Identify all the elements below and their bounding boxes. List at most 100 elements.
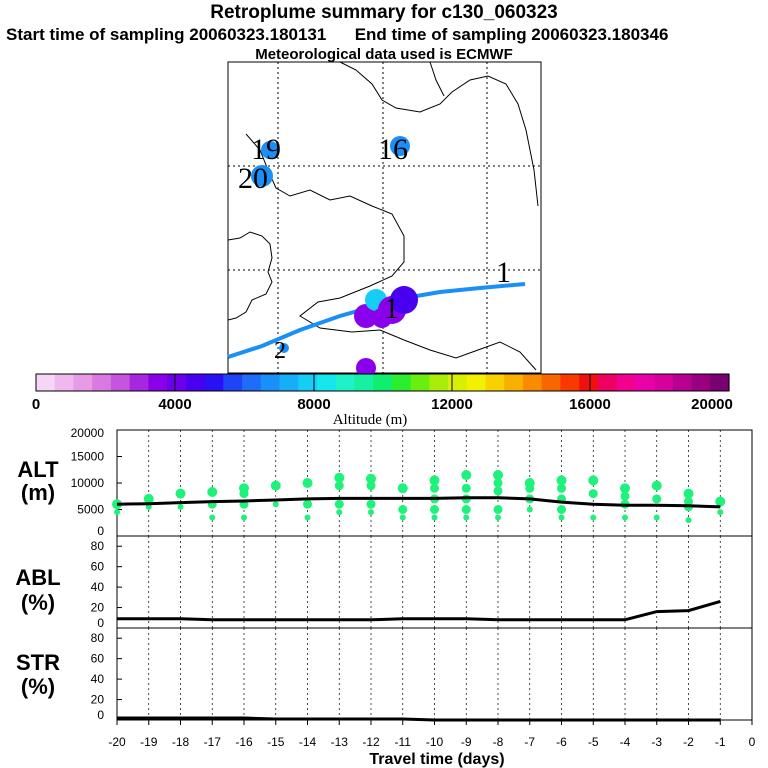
alt-scatter-point — [493, 486, 503, 496]
x-tick-label: -5 — [588, 735, 599, 749]
x-tick-label: -4 — [620, 735, 631, 749]
colorbar-swatch — [110, 374, 131, 391]
x-tick-label: -17 — [204, 735, 222, 749]
alt-scatter-point — [366, 499, 376, 509]
colorbar-swatch — [167, 374, 187, 391]
y-tick-label: 0 — [97, 524, 104, 538]
alt-scatter-point — [526, 506, 533, 513]
alt-scatter-point — [304, 514, 311, 521]
alt-scatter-point — [495, 514, 501, 521]
colorbar-swatch — [691, 374, 711, 391]
start-time-text: Start time of sampling 20060323.180131 — [6, 25, 327, 44]
alt-scatter-point — [143, 493, 154, 504]
y-tick-label: 20000 — [71, 426, 105, 440]
colorbar-swatch — [616, 374, 636, 391]
alt-scatter-point — [683, 488, 694, 499]
abl-line — [117, 599, 721, 622]
colorbar-swatch — [466, 374, 487, 391]
x-tick-label: -6 — [556, 735, 567, 749]
map-label: 16 — [378, 133, 408, 166]
alt-scatter-point — [557, 483, 566, 493]
x-tick-label: -14 — [299, 735, 317, 749]
x-tick-label: -13 — [331, 735, 349, 749]
alt-scatter-point — [399, 514, 406, 521]
colorbar-swatch — [541, 374, 562, 391]
alt-scatter-point — [303, 499, 312, 509]
alt-scatter-point — [397, 483, 408, 494]
coastline — [245, 133, 537, 371]
alt-scatter-point — [461, 483, 471, 493]
alt-scatter-point — [461, 470, 472, 481]
alt-scatter-point — [336, 509, 343, 516]
colorbar-swatch — [204, 374, 224, 391]
colorbar-swatch — [316, 374, 337, 391]
alt-scatter-point — [175, 488, 186, 499]
gridlines — [148, 430, 721, 720]
alt-scatter-point — [431, 514, 438, 521]
alt-scatter-point — [556, 475, 567, 486]
x-tick-label: -15 — [267, 735, 285, 749]
colorbar-swatch — [260, 374, 281, 391]
colorbar-swatch — [298, 374, 318, 391]
met-data-text: Meteorological data used is ECMWF — [255, 46, 513, 63]
x-tick-label: -3 — [651, 735, 662, 749]
y-tick-label: 60 — [91, 652, 105, 666]
alt-scatter-point — [717, 509, 724, 516]
alt-scatter-point — [525, 483, 535, 493]
map-point — [372, 308, 392, 328]
colorbar-swatch — [635, 374, 655, 391]
alt-scatter-point — [461, 505, 471, 514]
colorbar-swatch — [54, 374, 75, 391]
x-tick-label: -19 — [140, 735, 158, 749]
colorbar-swatch — [242, 374, 262, 391]
alt-scatter-point — [463, 514, 470, 521]
x-tick-label: -16 — [235, 735, 253, 749]
x-axis-label: Travel time (days) — [369, 751, 504, 768]
map-point — [251, 165, 273, 187]
colorbar-swatch — [410, 374, 430, 391]
colorbar-swatch — [597, 374, 618, 391]
alt-scatter-point — [652, 494, 662, 504]
alt-scatter-point — [366, 473, 376, 484]
alt-scatter-point — [239, 489, 249, 499]
colorbar-tick-label: 12000 — [431, 396, 473, 413]
colorbar-swatch — [279, 374, 299, 391]
x-tick-label: -8 — [493, 735, 504, 749]
colorbar-swatch — [654, 374, 674, 391]
alt-scatter-point — [715, 496, 726, 507]
colorbar-swatch — [504, 374, 524, 391]
map-point — [261, 141, 279, 159]
y-tick-label: 0 — [97, 616, 104, 630]
y-tick-label: 20 — [91, 693, 105, 707]
alt-scatter-point — [685, 517, 692, 524]
coastline — [429, 61, 445, 97]
abl-y-axis: 020 40 60 80 — [91, 539, 122, 630]
plot-frame — [116, 429, 753, 721]
colorbar-tick-label: 4000 — [158, 396, 191, 413]
alt-scatter-point — [620, 483, 630, 494]
colorbar-swatch — [148, 374, 168, 391]
x-tick-label: -18 — [172, 735, 190, 749]
colorbar-frame — [35, 373, 730, 392]
alt-scatter-point — [590, 514, 597, 521]
map-label: 2 — [274, 338, 286, 364]
abl-unit: (%) — [21, 590, 55, 615]
colorbar-tick-label: 0 — [32, 396, 40, 413]
alt-scatter-point — [622, 514, 628, 521]
alt-scatter-point — [241, 514, 247, 521]
alt-scatter-point — [558, 514, 565, 521]
colorbar-swatch — [522, 374, 543, 391]
y-tick-label: 80 — [91, 539, 105, 553]
str-line — [117, 716, 721, 722]
alt-scatter — [112, 470, 726, 524]
alt-scatter-point — [430, 505, 439, 514]
alt-mean-line — [116, 496, 721, 509]
alt-scatter-point — [430, 483, 439, 493]
colorbar — [35, 373, 730, 392]
x-tick-label: -10 — [426, 735, 444, 749]
alt-unit: (m) — [21, 480, 55, 505]
alt-label: ALT — [17, 457, 59, 482]
alt-scatter-point — [368, 509, 374, 516]
str-y-axis: 020 40 60 80 — [91, 631, 122, 722]
